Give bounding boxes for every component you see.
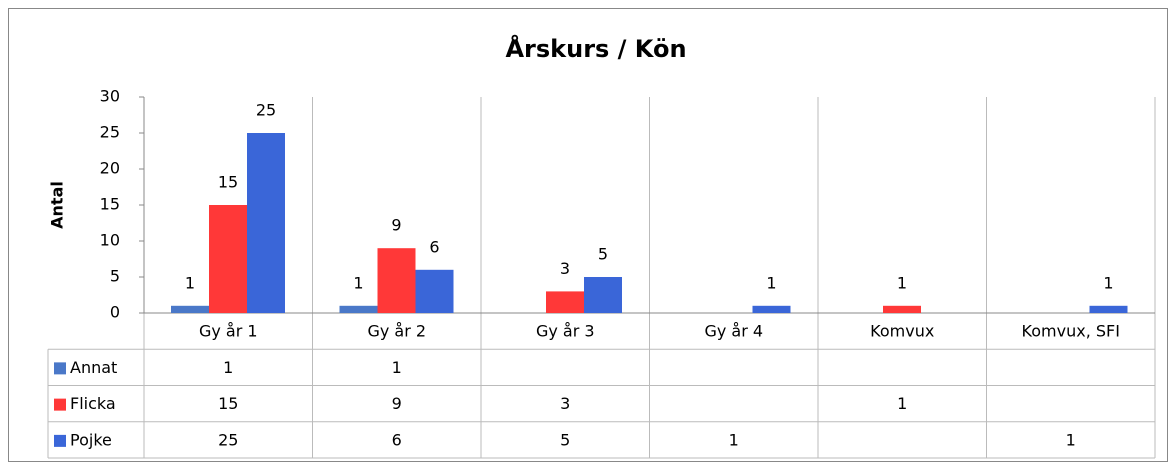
data-label: 1: [353, 273, 363, 292]
bar: [339, 305, 378, 313]
data-label: 1: [897, 273, 907, 292]
bar: [209, 205, 247, 313]
data-label: 6: [429, 237, 439, 256]
x-tick-label: Gy år 2: [367, 322, 426, 341]
y-tick-label: 30: [100, 87, 120, 106]
bar: [883, 305, 921, 313]
y-tick-label: 5: [110, 267, 120, 286]
table-cell: 1: [392, 358, 402, 377]
y-tick-label: 25: [100, 123, 120, 142]
bar: [546, 291, 584, 313]
table-cell: 1: [897, 394, 907, 413]
chart-title: Årskurs / Kön: [505, 34, 686, 63]
legend-label: Annat: [70, 358, 117, 377]
y-tick-label: 10: [100, 231, 120, 250]
legend-swatch: [54, 434, 66, 447]
y-tick-label: 15: [100, 195, 120, 214]
x-tick-label: Gy år 1: [199, 322, 258, 341]
legend-label: Pojke: [70, 430, 112, 449]
table-cell: 5: [560, 430, 570, 449]
table-cell: 6: [392, 430, 402, 449]
x-tick-label: Komvux: [870, 322, 934, 341]
x-tick-label: Komvux, SFI: [1022, 322, 1120, 341]
table-cell: 1: [223, 358, 233, 377]
data-label: 1: [766, 273, 776, 292]
legend-label: Flicka: [70, 394, 116, 413]
bar: [584, 277, 622, 313]
data-label: 25: [256, 101, 276, 120]
data-label: 1: [185, 273, 195, 292]
bar: [247, 133, 285, 313]
table-cell: 15: [218, 394, 238, 413]
table-cell: 1: [1066, 430, 1076, 449]
x-tick-label: Gy år 3: [536, 322, 595, 341]
data-label: 15: [218, 173, 238, 192]
x-tick-label: Gy år 4: [704, 322, 763, 341]
data-label: 3: [560, 259, 570, 278]
y-axis-label: Antal: [48, 181, 67, 229]
data-label: 5: [598, 245, 608, 264]
bar: [415, 269, 454, 313]
legend-swatch: [54, 398, 66, 411]
bar: [171, 305, 209, 313]
table-cell: 3: [560, 394, 570, 413]
table-cell: 9: [392, 394, 402, 413]
table-cell: 25: [218, 430, 238, 449]
bar: [1089, 305, 1128, 313]
bar: [752, 305, 791, 313]
bar: [377, 248, 416, 313]
chart-border: [8, 8, 1168, 462]
table-cell: 1: [729, 430, 739, 449]
legend-swatch: [54, 362, 66, 375]
data-label: 1: [1103, 273, 1113, 292]
data-label: 9: [391, 216, 401, 235]
y-tick-label: 20: [100, 159, 120, 178]
y-tick-label: 0: [110, 303, 120, 322]
